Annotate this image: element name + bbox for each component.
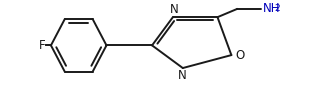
Text: 2: 2 (275, 4, 280, 13)
Text: N: N (170, 3, 178, 16)
Text: NH: NH (263, 2, 281, 15)
Text: O: O (235, 49, 244, 62)
Text: N: N (177, 69, 186, 82)
Text: F: F (38, 39, 45, 52)
